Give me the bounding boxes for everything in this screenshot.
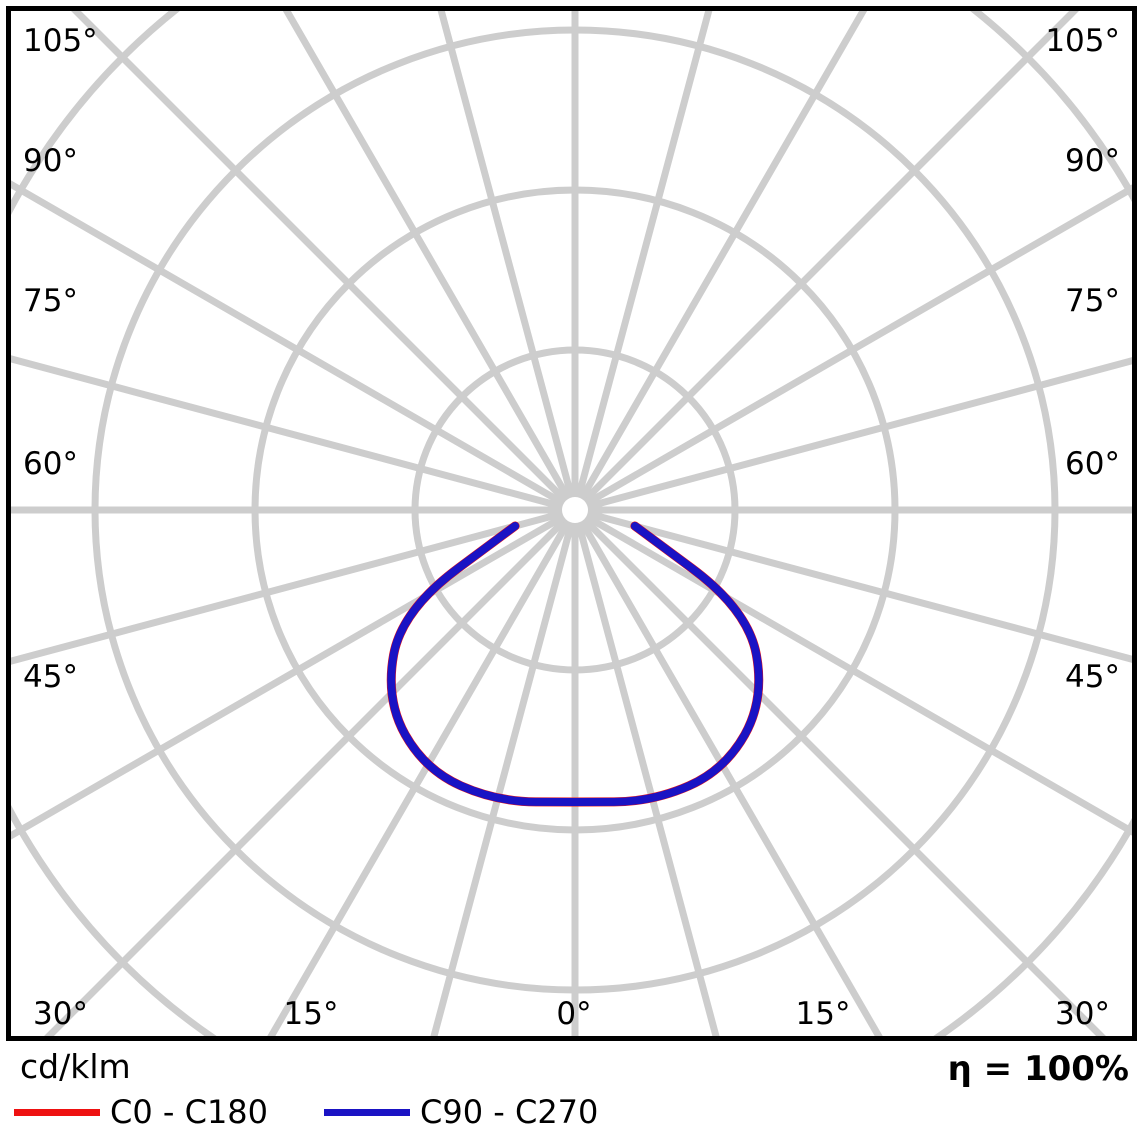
axis-label-left-0: 105° bbox=[23, 23, 98, 59]
axis-label-right-3: 60° bbox=[1065, 446, 1120, 482]
unit-label: cd/klm bbox=[20, 1047, 131, 1086]
legend-label-c0-c180: C0 - C180 bbox=[110, 1093, 269, 1131]
axis-label-right-1: 90° bbox=[1065, 143, 1120, 179]
legend-item-c0-c180: C0 - C180 bbox=[14, 1093, 324, 1131]
axis-labels: 105° 90° 75° 60° 45° 105° 90° 75° 60° 45° 30° 15° 0°… bbox=[23, 23, 1120, 1032]
axis-label-left-2: 75° bbox=[23, 283, 78, 319]
plot-canvas: 105° 90° 75° 60° 45° 105° 90° 75° 60° 45° 30° 15° 0°… bbox=[11, 11, 1132, 1036]
legend-item-c90-c270: C90 - C270 bbox=[324, 1093, 654, 1131]
axis-label-bottom-1: 15° bbox=[284, 996, 339, 1032]
curve-c90-c270 bbox=[387, 522, 763, 806]
axis-label-bottom-2: 0° bbox=[556, 996, 591, 1032]
axis-label-right-0: 105° bbox=[1045, 23, 1120, 59]
polar-grid-svg: 105° 90° 75° 60° 45° 105° 90° 75° 60° 45° 30° 15° 0°… bbox=[11, 11, 1132, 1036]
distribution-curves bbox=[386, 521, 764, 807]
plot-frame: 105° 90° 75° 60° 45° 105° 90° 75° 60° 45° 30° 15° 0°… bbox=[6, 6, 1137, 1041]
axis-label-left-4: 45° bbox=[23, 659, 78, 695]
efficiency-label: η = 100% bbox=[947, 1049, 1129, 1089]
axis-label-left-1: 90° bbox=[23, 143, 78, 179]
axis-label-left-3: 60° bbox=[23, 446, 78, 482]
axis-label-bottom-0: 30° bbox=[33, 996, 88, 1032]
axis-label-bottom-3: 15° bbox=[796, 996, 851, 1032]
axis-label-bottom-4: 30° bbox=[1055, 996, 1110, 1032]
grid-origin-gap bbox=[562, 497, 588, 523]
grid-lines bbox=[11, 11, 1132, 1036]
chart-footer: cd/klm η = 100% C0 - C180 C90 - C270 bbox=[0, 1041, 1143, 1143]
axis-label-right-2: 75° bbox=[1065, 283, 1120, 319]
legend-swatch-c0-c180 bbox=[14, 1108, 100, 1116]
legend-label-c90-c270: C90 - C270 bbox=[420, 1093, 599, 1131]
axis-label-right-4: 45° bbox=[1065, 659, 1120, 695]
legend-swatch-c90-c270 bbox=[324, 1108, 411, 1116]
legend: C0 - C180 C90 - C270 bbox=[14, 1093, 654, 1131]
